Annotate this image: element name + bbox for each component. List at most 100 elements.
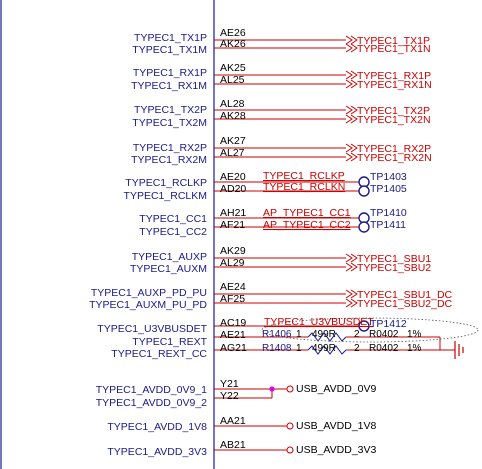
pin-name: TYPEC1_REXT [132,336,207,348]
ball-label: AF25 [220,293,245,305]
offpage-arrow [350,298,358,308]
offpage-arrow [350,152,358,162]
pin-name: TYPEC1_TX1P [134,32,207,44]
pin-name: TYPEC1_RX1P [133,67,207,79]
power-net-label: USB_AVDD_3V3 [296,444,377,456]
ball-label: AF21 [220,219,245,231]
offpage-net-label: TYPEC1_TX1N [357,43,431,55]
ball-label: AK25 [220,62,246,74]
ball-label: AL25 [220,74,245,86]
test-point-label: TP1412 [370,318,407,330]
offpage-arrow [350,143,358,153]
ball-label: AA21 [220,415,246,427]
offpage-arrow [350,79,358,89]
offpage-net-label: TYPEC1_SBU2_DC [357,298,453,310]
resistor-pin2: 2 [354,329,360,340]
offpage-arrow [350,289,358,299]
ball-label: Y21 [220,378,239,390]
pin-name: TYPEC1_RCLKM [124,190,207,202]
pin-name: TYPEC1_AUXM [130,263,207,275]
offpage-arrows [345,35,358,308]
ball-label: AE20 [220,171,246,183]
pin-name: TYPEC1_AVDD_0V9_1 [96,384,207,396]
ic-body [0,0,215,469]
ball-label: AH21 [220,207,246,219]
offpage-net-label: TYPEC1_RX2N [357,152,432,164]
ball-label: AD20 [220,183,246,195]
resistor-tolerance: 1% [407,343,422,354]
resistor-tolerance: 1% [407,329,422,340]
resistor-value: 499R [312,329,336,340]
resistor-r1406 [307,332,347,342]
offpage-arrow [350,70,358,80]
offpage-arrow [345,79,353,89]
offpage-arrow [345,143,353,153]
ball-label: AC19 [220,317,246,329]
offpage-arrow [345,105,353,115]
pin-name: TYPEC1_AUXP [132,251,207,263]
pin-name: TYPEC1_U3VBUSDET [97,323,207,335]
ball-label: AK29 [220,245,246,257]
pin-name: TYPEC1_TX1M [132,44,207,56]
resistor-ref: R1408 [262,343,292,354]
pin-name: TYPEC1_AVDD_3V3 [107,446,207,458]
pin-name: TYPEC1_RX1M [131,80,207,92]
offpage-arrow [350,35,358,45]
offpage-arrow [350,43,358,53]
test-point-label: TP1403 [370,171,407,183]
ground-symbol [454,341,464,359]
pin-name: TYPEC1_CC1 [139,213,207,225]
net-label-rclkn: TYPEC1_RCLKN [263,181,345,193]
pin-name: TYPEC1_TX2M [132,117,207,129]
offpage-arrow [345,114,353,124]
resistor-pin1: 1 [296,329,302,340]
pin-name: TYPEC1_AUXP_PD_PU [91,287,207,299]
net-label-rclkp: TYPEC1_RCLKP [263,170,345,182]
ball-label: Y22 [220,390,239,402]
resistor-package: R0402 [369,343,399,354]
resistor-ref: R1406 [262,329,292,340]
ball-label: AL29 [220,257,245,269]
offpage-arrow [345,43,353,53]
offpage-net-label: TYPEC1_SBU1 [357,253,431,265]
pin-name: TYPEC1_RX2M [131,154,207,166]
offpage-net-label: TYPEC1_TX2N [357,114,431,126]
net-label-cc2: AP_TYPEC1_CC2 [263,219,351,231]
offpage-arrow [345,289,353,299]
power-net-label: USB_AVDD_1V8 [296,420,377,432]
ball-label: AK28 [220,110,246,122]
offpage-net-label: TYPEC1_SBU1_DC [357,289,453,301]
net-label-vbusdet: TYPEC1_U3VBUSDET [264,316,374,328]
power-terminals [286,385,294,454]
ball-label: AG21 [220,342,247,354]
resistor-pin1: 1 [296,343,302,354]
pin-name: TYPEC1_AUXM_PU_PD [89,299,207,311]
pin-name: TYPEC1_RCLKP [125,177,207,189]
offpage-net-label: TYPEC1_RX1N [357,79,432,91]
offpage-arrow [350,114,358,124]
pin-name: TYPEC1_RX2P [133,142,207,154]
highlight-ellipse [261,317,479,343]
offpage-net-label: TYPEC1_RX2P [357,143,431,155]
ball-label: AE24 [220,281,246,293]
net-label-cc1: AP_TYPEC1_CC1 [263,207,351,219]
offpage-net-label: TYPEC1_TX1P [357,35,430,47]
offpage-arrow [345,70,353,80]
test-point-label: TP1410 [370,207,407,219]
offpage-net-label: TYPEC1_SBU2 [357,262,431,274]
offpage-arrow [350,253,358,263]
junction-dot [269,386,275,392]
ball-label: AE26 [220,27,246,39]
resistor-value: 499R [312,343,336,354]
power-net-label: USB_AVDD_0V9 [296,383,377,395]
test-point-label: TP1405 [370,183,407,195]
resistor-r1408 [307,345,347,355]
offpage-arrow [345,298,353,308]
pin-name: TYPEC1_AVDD_1V8 [107,421,207,433]
ball-label: AL27 [220,147,245,159]
resistor-package: R0402 [369,329,399,340]
offpage-arrow [345,152,353,162]
offpage-arrow [345,262,353,272]
pin-name: TYPEC1_AVDD_0V9_2 [96,397,207,409]
